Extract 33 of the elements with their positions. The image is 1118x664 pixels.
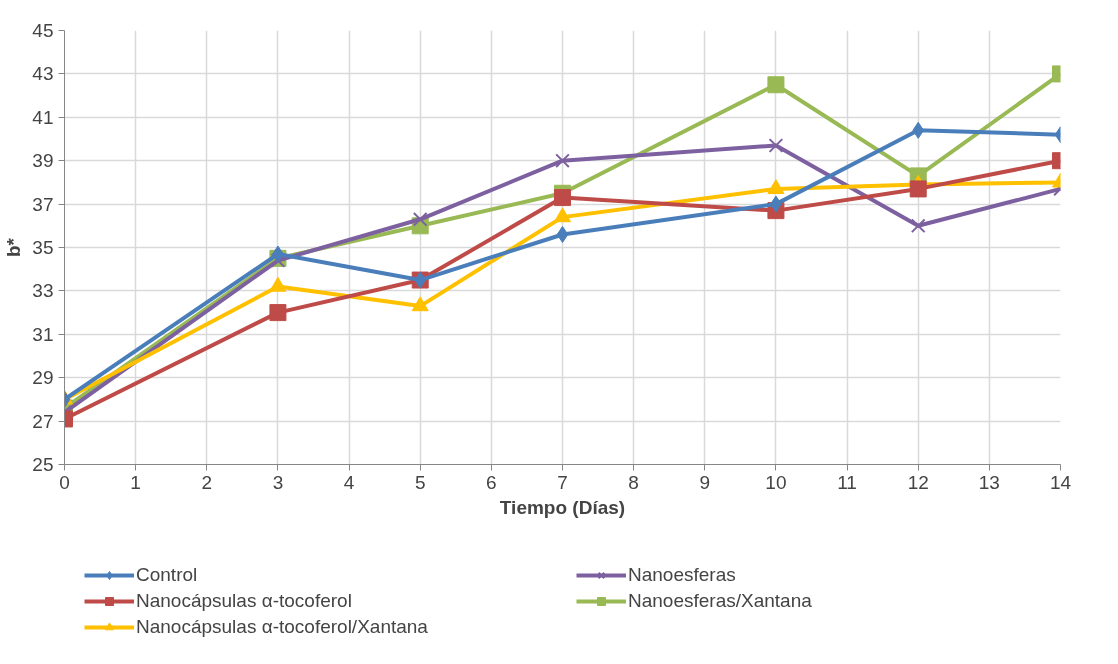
x-tick-label: 1 xyxy=(130,471,141,493)
y-tick-label: 33 xyxy=(32,280,54,302)
x-tick-label: 4 xyxy=(343,471,355,493)
y-tick-label: 27 xyxy=(32,410,54,432)
x-tick-label: 12 xyxy=(907,471,929,493)
y-tick-label: 41 xyxy=(32,106,54,128)
legend-label: Nanoesferas/Xantana xyxy=(628,589,813,613)
y-tick-label: 37 xyxy=(32,193,54,215)
y-tick-label: 35 xyxy=(32,237,54,258)
x-tick-label: 6 xyxy=(486,471,497,493)
x-tick-label: 14 xyxy=(1049,471,1072,493)
x-tick-label: 10 xyxy=(765,471,787,493)
y-tick-label: 45 xyxy=(32,20,54,41)
x-tick-label: 9 xyxy=(699,471,711,493)
x-tick-label: 11 xyxy=(837,471,857,493)
legend-label: Nanocápsulas α-tocoferol/Xantana xyxy=(136,615,429,639)
legend-label: Control xyxy=(136,563,199,587)
y-tick-label: 39 xyxy=(32,150,54,172)
x-tick-label: 13 xyxy=(978,471,1000,493)
x-tick-label: 5 xyxy=(414,471,426,493)
y-tick-label: 29 xyxy=(32,367,54,389)
x-tick-label: 0 xyxy=(59,471,70,493)
y-axis-title: b* xyxy=(3,237,25,257)
y-tick-label: 31 xyxy=(32,323,54,345)
x-tick-label: 8 xyxy=(628,471,639,493)
y-tick-label: 43 xyxy=(32,63,54,85)
x-axis-title: Tiempo (Días) xyxy=(499,496,626,518)
x-tick-label: 2 xyxy=(201,471,213,493)
y-tick-label: 25 xyxy=(32,454,54,475)
x-tick-label: 3 xyxy=(272,471,284,493)
x-tick-label: 7 xyxy=(557,471,568,493)
legend-label: Nanoesferas xyxy=(628,563,737,587)
legend-label: Nanocápsulas α-tocoferol xyxy=(136,589,353,613)
